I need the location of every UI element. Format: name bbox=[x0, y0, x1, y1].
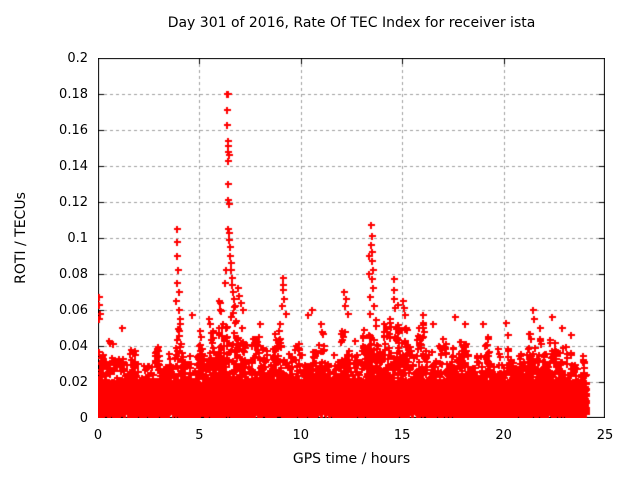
y-tick-label: 0.16 bbox=[59, 122, 88, 138]
chart-title: Day 301 of 2016, Rate Of TEC Index for r… bbox=[167, 15, 536, 31]
y-tick-label: 0.12 bbox=[59, 194, 88, 210]
x-tick-label: 0 bbox=[93, 428, 103, 443]
y-tick-label: 0.1 bbox=[67, 230, 88, 246]
x-tick-label: 20 bbox=[495, 428, 512, 443]
y-tick-label: 0.2 bbox=[67, 50, 88, 66]
y-tick-label: 0.02 bbox=[59, 374, 88, 390]
y-tick-label: 0 bbox=[79, 410, 88, 426]
y-tick-label: 0.04 bbox=[59, 338, 88, 354]
y-tick-label: 0.14 bbox=[59, 158, 88, 174]
plot-area bbox=[98, 58, 605, 418]
x-tick-label: 25 bbox=[596, 428, 614, 443]
x-axis-title: GPS time / hours bbox=[292, 451, 411, 467]
x-tick-label: 5 bbox=[195, 428, 204, 443]
y-tick-label: 0.06 bbox=[59, 302, 88, 318]
x-tick-label: 15 bbox=[393, 428, 411, 443]
y-tick-label: 0.08 bbox=[59, 266, 88, 282]
x-tick-label: 10 bbox=[292, 428, 310, 443]
y-tick-label: 0.18 bbox=[59, 86, 88, 102]
y-axis-title: ROTI / TECUs bbox=[13, 192, 29, 284]
